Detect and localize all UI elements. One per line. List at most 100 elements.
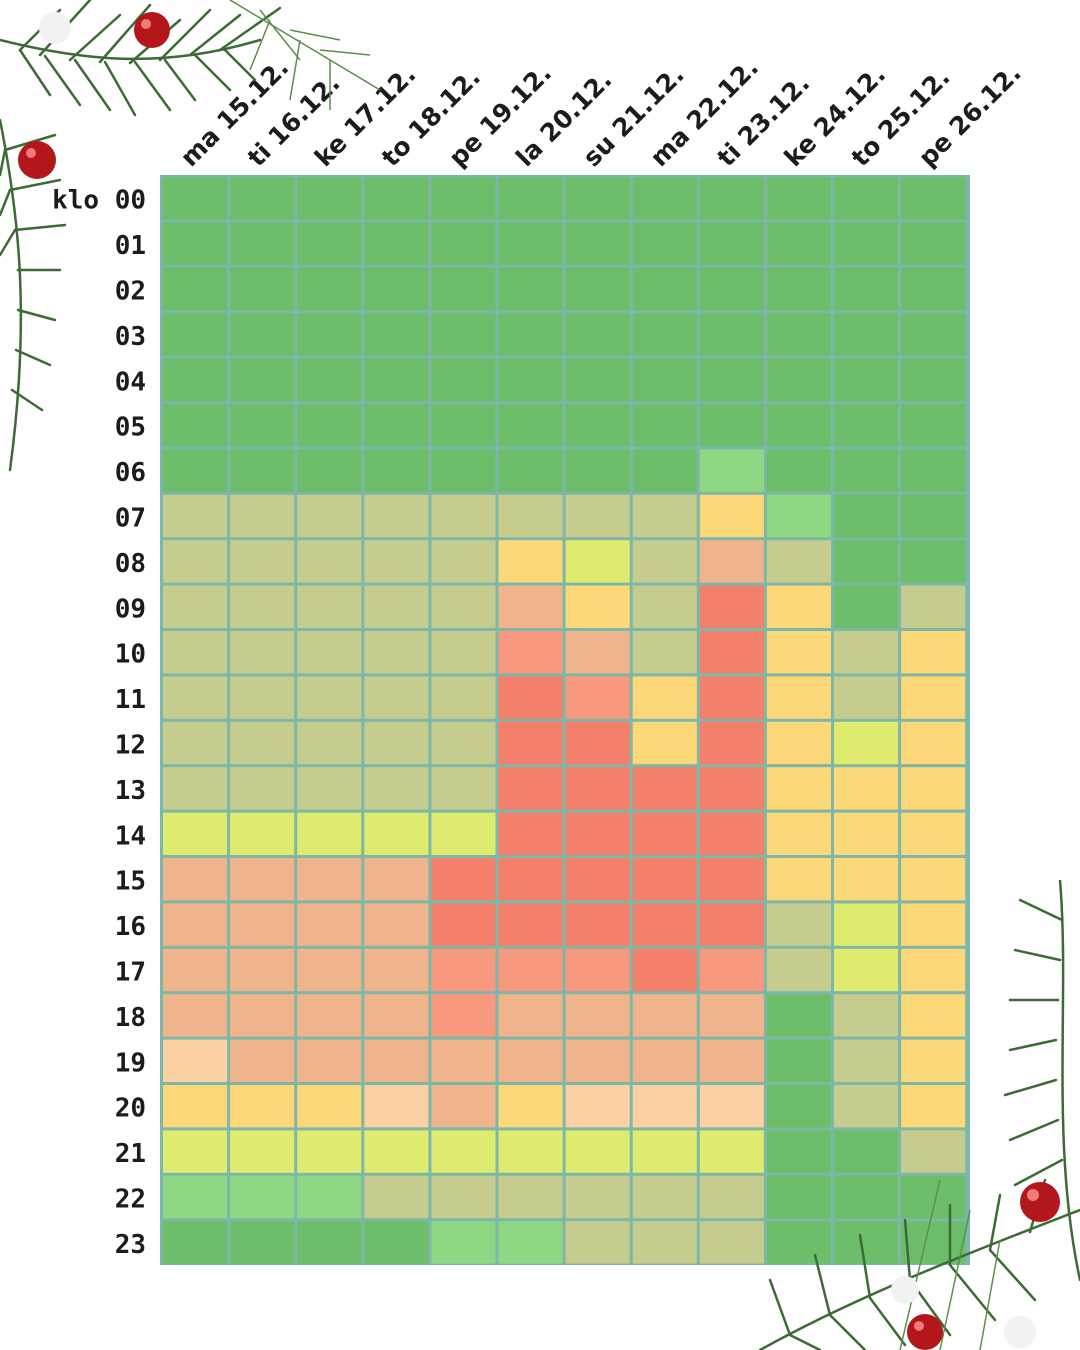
heatmap-cell-9-0 bbox=[163, 585, 228, 628]
heatmap-cell-6-3 bbox=[364, 449, 429, 492]
heatmap-cell-16-3 bbox=[364, 903, 429, 946]
hour-label-11: 11 bbox=[115, 685, 146, 715]
heatmap-cell-18-9 bbox=[766, 994, 831, 1037]
heatmap-cell-3-4 bbox=[431, 313, 496, 356]
heatmap-cell-11-3 bbox=[364, 676, 429, 719]
heatmap-cell-2-6 bbox=[565, 267, 630, 311]
hour-label-13: 13 bbox=[115, 776, 146, 806]
heatmap-cell-7-4 bbox=[431, 494, 496, 538]
heatmap-cell-20-10 bbox=[834, 1085, 899, 1128]
heatmap-cell-23-8 bbox=[699, 1221, 764, 1264]
heatmap-cell-22-6 bbox=[565, 1175, 630, 1219]
heatmap-cell-15-4 bbox=[431, 858, 496, 901]
heatmap-cell-21-11 bbox=[901, 1130, 966, 1173]
heatmap-cell-1-3 bbox=[364, 222, 429, 265]
heatmap-cell-13-4 bbox=[431, 767, 496, 810]
heatmap-cell-15-3 bbox=[364, 858, 429, 901]
heatmap-cell-16-4 bbox=[431, 903, 496, 946]
heatmap-cell-18-3 bbox=[364, 994, 429, 1037]
heatmap-cell-17-0 bbox=[163, 948, 228, 992]
heatmap-cell-14-0 bbox=[163, 812, 228, 855]
heatmap-cell-6-11 bbox=[901, 449, 966, 492]
heatmap-cell-11-9 bbox=[766, 676, 831, 719]
heatmap-cell-18-0 bbox=[163, 994, 228, 1037]
heatmap-cell-16-11 bbox=[901, 903, 966, 946]
heatmap-cell-11-6 bbox=[565, 676, 630, 719]
heatmap-cell-18-8 bbox=[699, 994, 764, 1037]
heatmap-cell-8-9 bbox=[766, 540, 831, 583]
heatmap-cell-21-7 bbox=[632, 1130, 697, 1173]
heatmap-cell-4-5 bbox=[498, 358, 563, 401]
heatmap-cell-17-5 bbox=[498, 948, 563, 992]
heatmap-cell-5-6 bbox=[565, 404, 630, 447]
heatmap-cell-2-10 bbox=[834, 267, 899, 311]
heatmap-cell-17-9 bbox=[766, 948, 831, 992]
heatmap-cell-2-7 bbox=[632, 267, 697, 311]
heatmap-cell-12-11 bbox=[901, 721, 966, 765]
heatmap-cell-6-0 bbox=[163, 449, 228, 492]
heatmap-cell-12-0 bbox=[163, 721, 228, 765]
heatmap-cell-11-11 bbox=[901, 676, 966, 719]
hour-label-5: 05 bbox=[115, 413, 146, 443]
heatmap-cell-20-11 bbox=[901, 1085, 966, 1128]
heatmap-cell-0-10 bbox=[834, 177, 899, 220]
heatmap-cell-23-0 bbox=[163, 1221, 228, 1264]
heatmap-cell-0-4 bbox=[431, 177, 496, 220]
heatmap-cell-9-4 bbox=[431, 585, 496, 628]
heatmap-cell-0-2 bbox=[297, 177, 362, 220]
heatmap-cell-19-10 bbox=[834, 1039, 899, 1082]
hour-label-4: 04 bbox=[115, 367, 146, 397]
heatmap-cell-7-5 bbox=[498, 494, 563, 538]
heatmap-cell-23-4 bbox=[431, 1221, 496, 1264]
heatmap-cell-19-8 bbox=[699, 1039, 764, 1082]
heatmap-cell-18-7 bbox=[632, 994, 697, 1037]
heatmap-cell-3-5 bbox=[498, 313, 563, 356]
heatmap-cell-10-5 bbox=[498, 631, 563, 674]
heatmap-cell-17-6 bbox=[565, 948, 630, 992]
heatmap-cell-1-9 bbox=[766, 222, 831, 265]
heatmap-cell-19-4 bbox=[431, 1039, 496, 1082]
heatmap-cell-13-2 bbox=[297, 767, 362, 810]
heatmap-cell-12-6 bbox=[565, 721, 630, 765]
heatmap-cell-5-7 bbox=[632, 404, 697, 447]
heatmap-cell-23-2 bbox=[297, 1221, 362, 1264]
heatmap-cell-9-1 bbox=[230, 585, 295, 628]
heatmap-cell-22-7 bbox=[632, 1175, 697, 1219]
heatmap-cell-12-4 bbox=[431, 721, 496, 765]
heatmap-cell-11-8 bbox=[699, 676, 764, 719]
heatmap-cell-22-8 bbox=[699, 1175, 764, 1219]
heatmap-cell-0-9 bbox=[766, 177, 831, 220]
heatmap-cell-14-3 bbox=[364, 812, 429, 855]
heatmap-cell-13-1 bbox=[230, 767, 295, 810]
heatmap-cell-5-0 bbox=[163, 404, 228, 447]
heatmap-cell-13-5 bbox=[498, 767, 563, 810]
heatmap-cell-21-1 bbox=[230, 1130, 295, 1173]
heatmap-cell-16-2 bbox=[297, 903, 362, 946]
heatmap-cell-20-8 bbox=[699, 1085, 764, 1128]
heatmap-cell-21-3 bbox=[364, 1130, 429, 1173]
hour-label-21: 21 bbox=[115, 1139, 146, 1169]
heatmap-cell-18-1 bbox=[230, 994, 295, 1037]
heatmap-cell-18-2 bbox=[297, 994, 362, 1037]
heatmap-cell-2-4 bbox=[431, 267, 496, 311]
heatmap-cell-3-2 bbox=[297, 313, 362, 356]
heatmap-cell-14-2 bbox=[297, 812, 362, 855]
heatmap-cell-20-7 bbox=[632, 1085, 697, 1128]
heatmap-cell-23-5 bbox=[498, 1221, 563, 1264]
heatmap-cell-23-9 bbox=[766, 1221, 831, 1264]
pine-branch-bottom-right bbox=[758, 880, 1080, 1350]
heatmap-cell-20-3 bbox=[364, 1085, 429, 1128]
heatmap-cell-4-0 bbox=[163, 358, 228, 401]
heatmap-cell-20-5 bbox=[498, 1085, 563, 1128]
heatmap-cell-21-9 bbox=[766, 1130, 831, 1173]
heatmap-cell-6-2 bbox=[297, 449, 362, 492]
hour-label-23: 23 bbox=[115, 1230, 146, 1260]
heatmap-cell-19-6 bbox=[565, 1039, 630, 1082]
heatmap-cell-13-10 bbox=[834, 767, 899, 810]
heatmap-cell-19-7 bbox=[632, 1039, 697, 1082]
heatmap-cell-13-7 bbox=[632, 767, 697, 810]
heatmap-cell-15-0 bbox=[163, 858, 228, 901]
heatmap-cell-22-5 bbox=[498, 1175, 563, 1219]
